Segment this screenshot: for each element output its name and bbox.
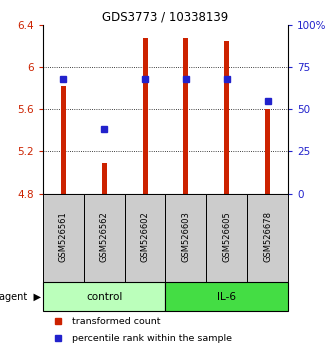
Text: control: control [86,292,122,302]
Bar [183,39,188,194]
Text: agent  ▶: agent ▶ [0,292,41,302]
Bar [143,39,148,194]
Title: GDS3773 / 10338139: GDS3773 / 10338139 [102,11,229,24]
Text: GSM526602: GSM526602 [141,211,150,262]
Text: GSM526562: GSM526562 [100,211,109,262]
Bar [247,194,288,282]
Bar [265,109,270,194]
Bar [84,194,125,282]
Text: GSM526678: GSM526678 [263,211,272,262]
Bar [43,194,84,282]
Bar [224,41,229,194]
Text: GSM526603: GSM526603 [181,211,190,262]
Text: GSM526605: GSM526605 [222,211,231,262]
Text: GSM526561: GSM526561 [59,211,68,262]
Text: percentile rank within the sample: percentile rank within the sample [72,333,232,343]
Bar [166,282,288,312]
Bar [206,194,247,282]
Bar [43,282,166,312]
Text: IL-6: IL-6 [217,292,236,302]
Text: transformed count: transformed count [72,317,161,326]
Bar [61,86,66,194]
Bar [125,194,166,282]
Bar [166,194,206,282]
Bar [102,163,107,194]
